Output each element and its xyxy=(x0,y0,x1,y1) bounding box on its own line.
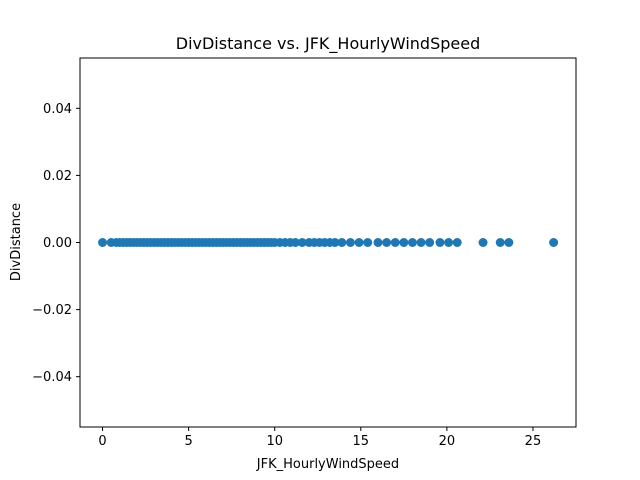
data-point xyxy=(549,238,559,247)
data-point xyxy=(363,238,373,247)
data-point xyxy=(330,238,340,247)
x-tick-label: 15 xyxy=(353,434,370,449)
x-axis-ticks: 0 5 10 15 20 25 xyxy=(98,427,541,449)
data-point xyxy=(495,238,505,247)
data-point xyxy=(444,238,454,247)
data-point xyxy=(290,238,300,247)
data-point xyxy=(504,238,514,247)
x-tick-label: 10 xyxy=(266,434,283,449)
data-point xyxy=(399,238,409,247)
data-points xyxy=(98,238,559,247)
data-point xyxy=(297,238,307,247)
data-point xyxy=(416,238,426,247)
data-point xyxy=(354,238,364,247)
data-point xyxy=(345,238,355,247)
data-point xyxy=(98,238,108,247)
plot-frame xyxy=(79,57,577,428)
y-tick-label: −0.02 xyxy=(32,303,72,318)
y-tick-label: 0.00 xyxy=(43,236,72,251)
data-point xyxy=(452,238,462,247)
y-tick-label: 0.04 xyxy=(43,102,72,117)
data-point xyxy=(435,238,445,247)
x-tick-label: 5 xyxy=(184,434,192,449)
data-point xyxy=(407,238,417,247)
y-axis-label: DivDistance xyxy=(9,203,24,281)
data-point xyxy=(478,238,488,247)
data-point xyxy=(337,238,347,247)
data-point xyxy=(425,238,435,247)
data-point xyxy=(373,238,383,247)
x-tick-label: 25 xyxy=(525,434,542,449)
data-point xyxy=(382,238,392,247)
x-tick-label: 0 xyxy=(98,434,106,449)
x-axis-label: JFK_HourlyWindSpeed xyxy=(256,457,399,472)
y-tick-label: 0.02 xyxy=(43,169,72,184)
data-point xyxy=(390,238,400,247)
x-tick-label: 20 xyxy=(439,434,456,449)
y-axis-ticks: −0.04 −0.02 0.00 0.02 0.04 xyxy=(32,102,80,385)
y-tick-label: −0.04 xyxy=(32,370,72,385)
chart-title: DivDistance vs. JFK_HourlyWindSpeed xyxy=(176,34,481,54)
